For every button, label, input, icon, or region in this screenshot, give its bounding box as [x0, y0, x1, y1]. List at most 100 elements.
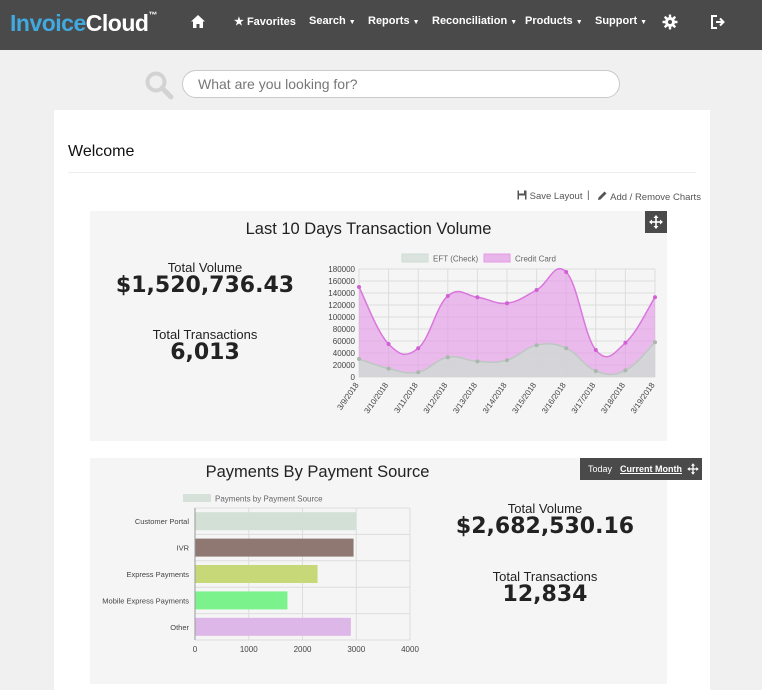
data-point — [416, 346, 421, 351]
star-icon: ★ — [234, 16, 244, 28]
nav-support[interactable]: Support ▼ — [595, 15, 647, 27]
x-tick-label: 3/14/2018 — [481, 381, 509, 416]
y-tick-label: 100000 — [328, 313, 355, 322]
data-point — [416, 370, 421, 375]
series-area — [359, 268, 655, 377]
card-title: Last 10 Days Transaction Volume — [245, 220, 492, 238]
nav-support-label: Support — [595, 15, 638, 27]
nav-reports[interactable]: Reports ▼ — [368, 15, 420, 27]
period-current-month-link[interactable]: Current Month — [620, 464, 682, 474]
logo-invoice: Invoice — [10, 10, 86, 36]
toolbar-separator: | — [587, 190, 590, 201]
x-tick-label: 3/12/2018 — [422, 381, 450, 416]
period-today-link[interactable]: Today — [588, 464, 613, 474]
caret-down-icon: ▼ — [412, 19, 420, 26]
nav-reports-label: Reports — [368, 15, 410, 27]
y-tick-label: 0 — [351, 373, 356, 382]
gear-icon[interactable] — [661, 13, 679, 31]
card-title: Payments By Payment Source — [205, 463, 430, 481]
nav-search[interactable]: Search ▼ — [309, 15, 356, 27]
data-point — [505, 301, 509, 306]
pencil-icon — [598, 191, 607, 200]
x-tick-label: 3/10/2018 — [362, 381, 390, 416]
logout-icon[interactable] — [709, 13, 727, 31]
divider — [68, 172, 696, 173]
total-transactions-value: 12,834 — [502, 582, 588, 607]
x-tick-label: 3/16/2018 — [540, 381, 568, 416]
logo-cloud: Cloud — [85, 10, 149, 36]
payment-source-card: Payments By Payment Source Today Current… — [90, 458, 702, 684]
x-tick-label: 1000 — [240, 645, 258, 654]
data-point — [475, 359, 480, 364]
series-area — [359, 342, 655, 377]
bar — [195, 538, 354, 557]
search-icon — [145, 71, 174, 100]
transaction-volume-chart: EFT (Check) Credit Card 0 20000 40000 60000 80… — [328, 253, 657, 416]
legend-swatch — [183, 494, 211, 502]
move-card-button[interactable] — [645, 211, 667, 233]
search-input[interactable] — [182, 70, 620, 98]
data-point — [534, 343, 539, 348]
add-remove-charts-button[interactable]: Add / Remove Charts — [597, 190, 701, 203]
y-tick-label: 80000 — [333, 325, 356, 334]
legend-label: EFT (Check) — [433, 255, 479, 264]
nav-favorites-label: Favorites — [246, 16, 296, 28]
bar — [195, 512, 357, 531]
save-layout-button[interactable]: Save Layout — [517, 190, 582, 202]
y-tick-label: 40000 — [333, 349, 356, 358]
data-point — [445, 294, 450, 298]
page-title: Welcome — [68, 143, 135, 160]
caret-down-icon: ▼ — [575, 19, 583, 26]
total-volume-label: Total Volume — [507, 501, 583, 516]
y-tick-label: 60000 — [333, 337, 356, 346]
data-point — [357, 285, 361, 289]
nav-products[interactable]: Products ▼ — [525, 15, 583, 27]
period-selector: Today Current Month — [580, 458, 702, 480]
caret-down-icon: ▼ — [510, 19, 518, 26]
logo[interactable]: InvoiceCloud™ — [10, 10, 157, 37]
nav-favorites[interactable]: ★ Favorites — [234, 15, 296, 28]
category-label: Mobile Express Payments — [102, 596, 189, 605]
data-point — [593, 369, 598, 373]
category-label: Customer Portal — [135, 517, 190, 526]
data-point — [475, 295, 480, 300]
x-tick-label: 3/19/2018 — [629, 381, 657, 416]
data-point — [386, 342, 391, 346]
move-icon[interactable] — [684, 460, 702, 478]
data-point — [623, 368, 628, 373]
save-layout-label: Save Layout — [529, 191, 583, 202]
data-point — [357, 357, 361, 361]
payment-source-chart: Payments by Payment Source 0 1000 2000 3000 4… — [102, 494, 419, 654]
total-volume-value: $2,682,530.16 — [455, 514, 635, 539]
x-tick-label: 3/18/2018 — [599, 381, 627, 416]
x-tick-label: 3/11/2018 — [392, 381, 420, 415]
legend-swatch — [483, 253, 511, 263]
home-icon[interactable] — [189, 13, 207, 31]
nav-reconciliation-label: Reconciliation — [432, 15, 508, 27]
y-tick-label: 160000 — [328, 277, 355, 286]
nav-search-label: Search — [309, 15, 346, 27]
data-point — [593, 348, 598, 352]
add-remove-charts-label: Add / Remove Charts — [610, 192, 701, 203]
category-label: IVR — [176, 544, 189, 553]
data-point — [653, 295, 657, 300]
x-tick-label: 3000 — [347, 645, 365, 654]
x-tick-label: 3/9/2018 — [335, 381, 361, 412]
data-point — [505, 358, 509, 363]
x-tick-label: 3/15/2018 — [510, 381, 538, 416]
transaction-volume-card: Last 10 Days Transaction Volume Total Vo… — [90, 211, 667, 441]
x-tick-label: 3/13/2018 — [451, 381, 479, 416]
top-nav: InvoiceCloud™ ★ Favorites Search ▼ Report… — [0, 0, 762, 50]
y-tick-label: 140000 — [328, 289, 355, 298]
x-tick-label: 2000 — [294, 645, 312, 654]
nav-reconciliation[interactable]: Reconciliation ▼ — [432, 15, 517, 27]
y-tick-label: 180000 — [328, 265, 355, 274]
data-point — [564, 346, 569, 351]
total-transactions-label: Total Transactions — [492, 569, 598, 584]
total-transactions-label: Total Transactions — [152, 327, 258, 342]
move-icon — [649, 215, 663, 229]
total-volume-value: $1,520,736.43 — [115, 273, 295, 298]
save-icon — [517, 190, 527, 200]
logo-tm: ™ — [148, 10, 157, 20]
total-volume-label: Total Volume — [167, 260, 243, 275]
